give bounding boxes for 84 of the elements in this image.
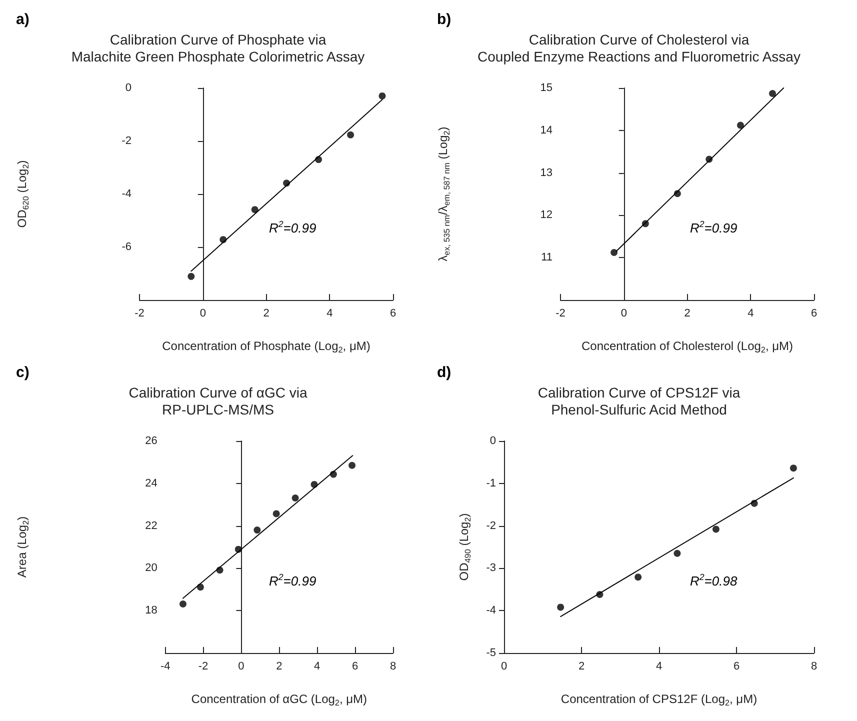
x-tick-label: 2	[684, 308, 690, 320]
point	[768, 90, 776, 98]
x-tick-label: 4	[326, 308, 333, 320]
point	[234, 546, 242, 553]
x-tick-label: -4	[160, 660, 170, 672]
x-tick-label: -2	[134, 308, 144, 320]
y-tick-label: -4	[486, 604, 496, 617]
y-tick-label: 0	[125, 82, 132, 94]
point	[634, 574, 642, 581]
chart-title: Calibration Curve of CPS12F via Phenol-Sulfuric Acid Method	[538, 384, 740, 418]
y-axis-title: λex, 535 nm/λem, 587 nm (Log2)	[436, 126, 452, 262]
y-tick-label: 18	[145, 604, 158, 617]
chart-title: Calibration Curve of Phosphate via Malachite Green Phosphate Colorimetric Assay	[71, 32, 365, 64]
point	[179, 600, 186, 608]
x-tick-label: 6	[352, 660, 358, 672]
y-tick-label: 12	[540, 209, 552, 222]
x-tick-label: 0	[238, 660, 244, 672]
point	[736, 122, 744, 129]
point	[610, 249, 618, 256]
point	[216, 566, 224, 574]
y-axis-title: Area (Log2)	[15, 516, 30, 578]
x-tick-label: 4	[314, 660, 320, 672]
point	[220, 236, 227, 244]
x-tick-label: 8	[810, 660, 818, 672]
point	[272, 510, 280, 518]
y-tick-label: -2	[486, 520, 496, 532]
y-tick-label: 0	[490, 435, 496, 447]
point	[557, 604, 564, 611]
x-tick-label: 6	[390, 308, 396, 320]
y-tick-label: 22	[145, 520, 158, 532]
text: d)	[437, 364, 452, 381]
x-tick-label: 0	[200, 308, 206, 320]
y-tick-label: -5	[486, 647, 496, 659]
y-tick-label: -6	[122, 241, 132, 253]
point	[348, 462, 356, 469]
y-tick-label: -4	[122, 188, 132, 200]
x-tick-label: -2	[556, 308, 566, 320]
point	[706, 156, 713, 163]
y-axis-title: OD620 (Log2)	[15, 160, 30, 228]
x-tick-label: 0	[500, 660, 508, 672]
point	[674, 190, 681, 198]
x-tick-label: 2	[578, 660, 585, 672]
point	[283, 180, 290, 187]
y-tick-label: 26	[145, 435, 158, 447]
text: b)	[437, 11, 452, 28]
y-tick-label: 15	[540, 82, 552, 94]
y-tick-label: 14	[540, 124, 552, 136]
point	[330, 470, 337, 478]
point	[790, 464, 797, 472]
y-tick-label: 13	[540, 166, 552, 179]
text: c)	[16, 364, 30, 381]
point	[674, 550, 681, 557]
y-tick-label: -3	[486, 562, 496, 574]
point	[188, 272, 195, 280]
point	[378, 92, 386, 100]
y-tick-label: 11	[541, 252, 552, 264]
x-tick-label: 2	[276, 660, 282, 672]
y-axis-title: OD490 (Log2)	[457, 513, 472, 581]
x-tick-label: 4	[656, 660, 662, 672]
x-tick-label: 6	[810, 308, 818, 320]
x-tick-label: 0	[620, 308, 627, 320]
x-tick-label: 6	[733, 660, 740, 672]
x-tick-label: 2	[263, 308, 270, 320]
point	[642, 220, 649, 228]
point	[251, 206, 258, 214]
point	[347, 131, 354, 138]
y-tick-label: 20	[145, 562, 158, 574]
point	[310, 480, 318, 488]
point	[254, 526, 261, 534]
y-tick-label: 24	[145, 477, 158, 490]
point	[596, 590, 604, 598]
x-tick-label: -2	[198, 660, 208, 672]
y-tick-label: -1	[486, 477, 496, 490]
point	[315, 156, 322, 164]
y-tick-label: -2	[122, 135, 132, 147]
chart-title: Calibration Curve of αGC via RP-UPLC-MS/MS	[128, 384, 308, 418]
x-tick-label: 4	[748, 308, 754, 320]
point	[750, 500, 758, 507]
chart-title: Calibration Curve of Cholesterol via Coupled Enzyme Reactions and Fluorometric Assay	[478, 32, 800, 64]
point	[292, 494, 299, 502]
point	[196, 584, 204, 591]
x-tick-label: 8	[390, 660, 396, 672]
text: a)	[16, 11, 30, 28]
point	[712, 526, 720, 533]
